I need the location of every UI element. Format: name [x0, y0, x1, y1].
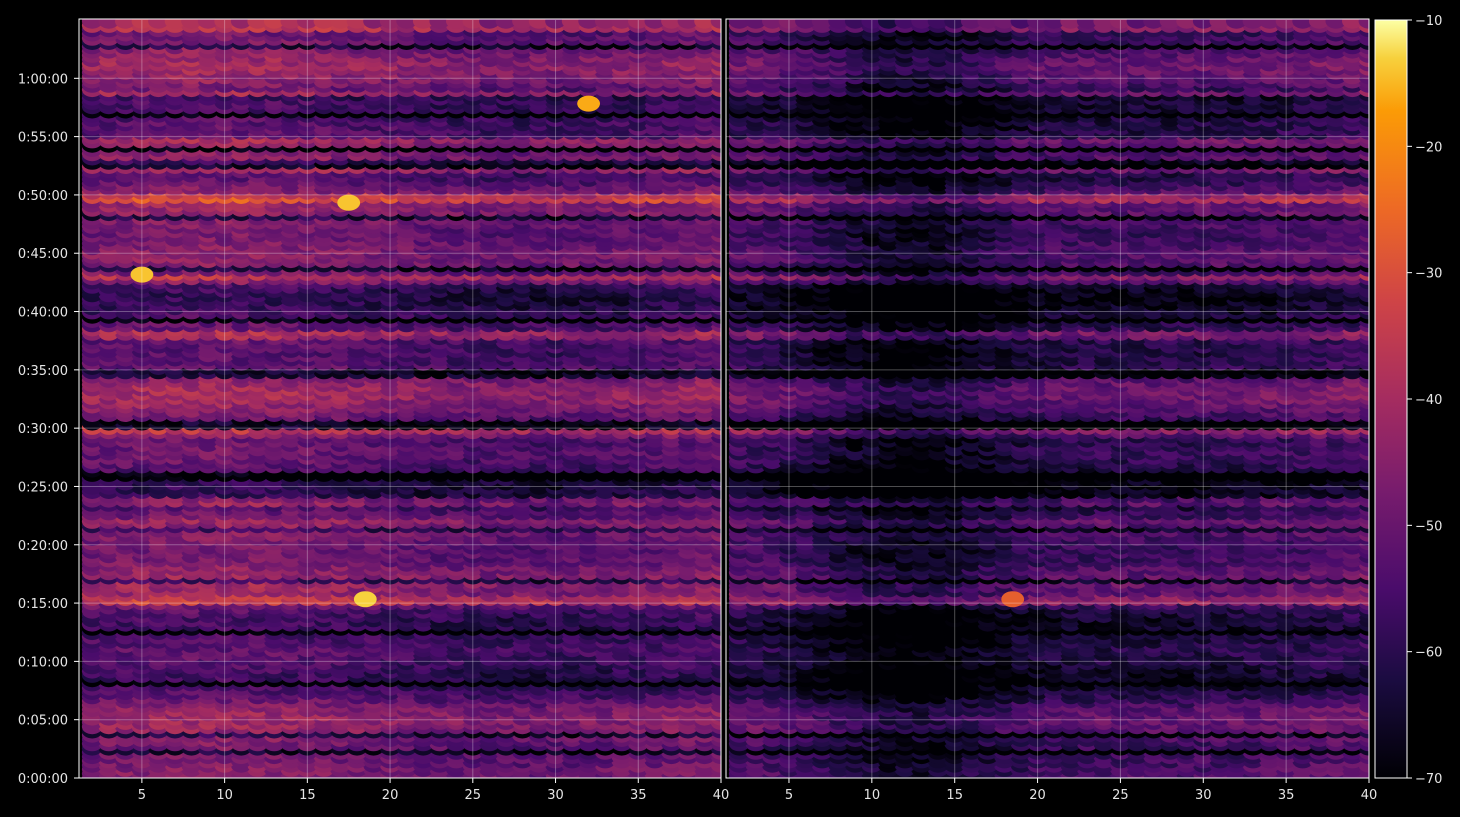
heatmap-panel-left — [78, 18, 722, 779]
panel-left-cells — [81, 19, 721, 778]
